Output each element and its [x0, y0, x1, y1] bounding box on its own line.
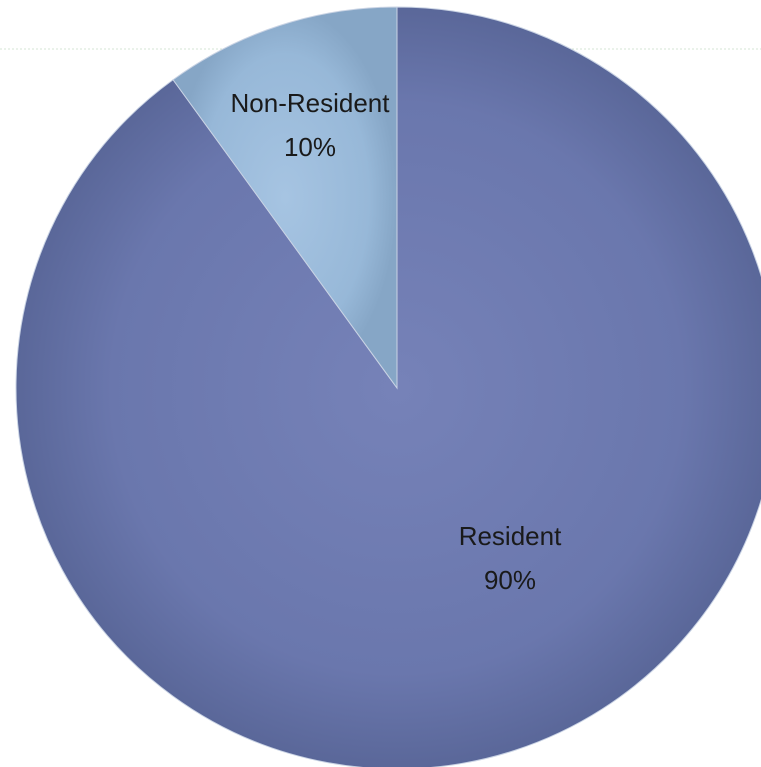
pie-slice-non-resident — [172, 6, 398, 390]
slice-label-resident-name: Resident — [459, 521, 562, 551]
pie-slice-resident — [15, 6, 761, 767]
slice-label-non-resident-percent: 10% — [284, 132, 336, 162]
slice-label-resident-percent: 90% — [484, 565, 536, 595]
pie-slices — [15, 6, 761, 767]
slice-label-non-resident-name: Non-Resident — [231, 88, 391, 118]
